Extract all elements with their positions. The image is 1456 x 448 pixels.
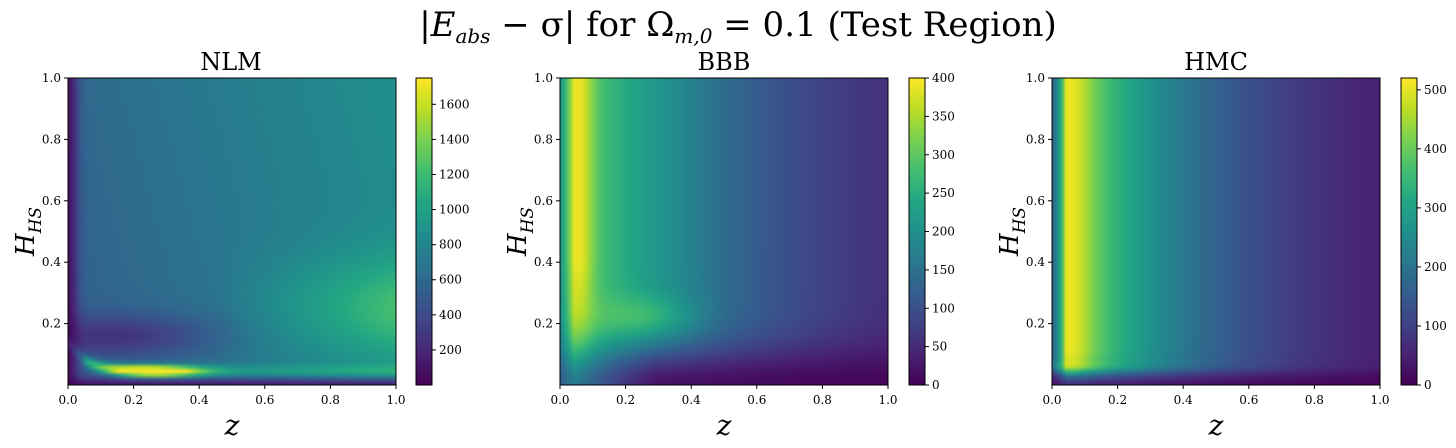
x-tick-label: 0.2 [1108, 393, 1127, 407]
colorbar [416, 78, 432, 385]
colorbar-tick-label: 250 [932, 186, 955, 200]
colorbar-tick-label: 1400 [439, 132, 470, 146]
y-axis-label: HHS [11, 207, 46, 257]
colorbar-tick-label: 200 [932, 225, 955, 239]
colorbar-tick-label: 400 [1424, 142, 1447, 156]
colorbar-tick-label: 350 [932, 109, 955, 123]
panel-nlm: NLM 0.0 0.2 0.4 0.6 0.8 1.0 0.2 0.4 0.6 0.8 1.0 z HHS… [11, 48, 470, 442]
plot-frame [67, 77, 397, 386]
y-tick-label: 0.4 [534, 255, 553, 269]
x-tick-label: 1.0 [1370, 393, 1389, 407]
x-tick-label: 1.0 [878, 393, 897, 407]
x-tick-label: 1.0 [386, 393, 405, 407]
y-tick-label: 0.2 [42, 317, 61, 331]
heatmap-image [68, 78, 396, 385]
plot-frame [559, 77, 889, 386]
plot-frame [1051, 77, 1381, 386]
y-axis-label: HHS [503, 207, 538, 257]
y-tick-label: 1.0 [42, 71, 61, 85]
figure-title: |Eabs − σ| for Ωm,0 = 0.1 (Test Region) [419, 5, 1057, 48]
panel-bbb: BBB 0.0 0.2 0.4 0.6 0.8 1.0 0.2 0.4 0.6 0.8 1.0 z HHS… [503, 48, 955, 442]
x-tick-label: 0.4 [682, 393, 701, 407]
colorbar-tick-label: 50 [932, 340, 947, 354]
colorbar-tick-label: 0 [932, 378, 940, 392]
colorbar-tick-label: 300 [932, 148, 955, 162]
x-tick-label: 0.0 [1042, 393, 1061, 407]
colorbar-tick-label: 100 [1424, 319, 1447, 333]
colorbar-tick-label: 400 [932, 71, 955, 85]
x-tick-label: 0.8 [1305, 393, 1324, 407]
colorbar-tick-label: 1000 [439, 203, 470, 217]
colorbar-tick-label: 400 [439, 308, 462, 322]
y-tick-label: 0.4 [1026, 255, 1045, 269]
colorbar-frame [415, 77, 433, 386]
panel-title: BBB [698, 48, 751, 76]
x-tick-label: 0.4 [1174, 393, 1193, 407]
colorbar-tick-label: 300 [1424, 201, 1447, 215]
y-axis-label: HHS [995, 207, 1030, 257]
y-tick-label: 0.8 [534, 132, 553, 146]
colorbar-tick-label: 500 [1424, 83, 1447, 97]
colorbar-tick-label: 1600 [439, 97, 470, 111]
panel-hmc: HMC 0.0 0.2 0.4 0.6 0.8 1.0 0.2 0.4 0.6 0.8 1.0 z HHS… [995, 48, 1447, 442]
x-tick-label: 0.8 [813, 393, 832, 407]
x-axis-label: z [1208, 409, 1224, 442]
colorbar-tick-label: 600 [439, 273, 462, 287]
colorbar-tick-label: 200 [1424, 260, 1447, 274]
heatmap-image [1052, 78, 1380, 385]
x-tick-label: 0.8 [321, 393, 340, 407]
heatmap-image [560, 78, 888, 385]
panel-title: HMC [1184, 48, 1248, 76]
colorbar-tick-label: 1200 [439, 167, 470, 181]
colorbar-tick-label: 150 [932, 263, 955, 277]
y-tick-label: 0.6 [1026, 194, 1045, 208]
colorbar-tick-label: 200 [439, 343, 462, 357]
colorbar-tick-label: 100 [932, 301, 955, 315]
y-tick-label: 1.0 [1026, 71, 1045, 85]
x-tick-label: 0.6 [1239, 393, 1258, 407]
y-tick-label: 0.8 [1026, 132, 1045, 146]
y-tick-label: 0.4 [42, 255, 61, 269]
colorbar-tick-label: 0 [1424, 378, 1432, 392]
x-tick-label: 0.6 [255, 393, 274, 407]
colorbar-tick-label: 800 [439, 238, 462, 252]
x-tick-label: 0.6 [747, 393, 766, 407]
y-tick-label: 0.2 [534, 317, 553, 331]
x-axis-label: z [224, 409, 240, 442]
colorbar [1401, 78, 1417, 385]
y-tick-label: 0.8 [42, 132, 61, 146]
x-tick-label: 0.2 [124, 393, 143, 407]
colorbar-frame [1400, 77, 1418, 386]
x-axis-label: z [716, 409, 732, 442]
colorbar [909, 78, 925, 385]
x-tick-label: 0.4 [190, 393, 209, 407]
y-tick-label: 1.0 [534, 71, 553, 85]
y-tick-label: 0.6 [534, 194, 553, 208]
y-tick-label: 0.6 [42, 194, 61, 208]
y-tick-label: 0.2 [1026, 317, 1045, 331]
x-tick-label: 0.0 [550, 393, 569, 407]
panel-title: NLM [200, 48, 262, 76]
x-tick-label: 0.0 [58, 393, 77, 407]
x-tick-label: 0.2 [616, 393, 635, 407]
